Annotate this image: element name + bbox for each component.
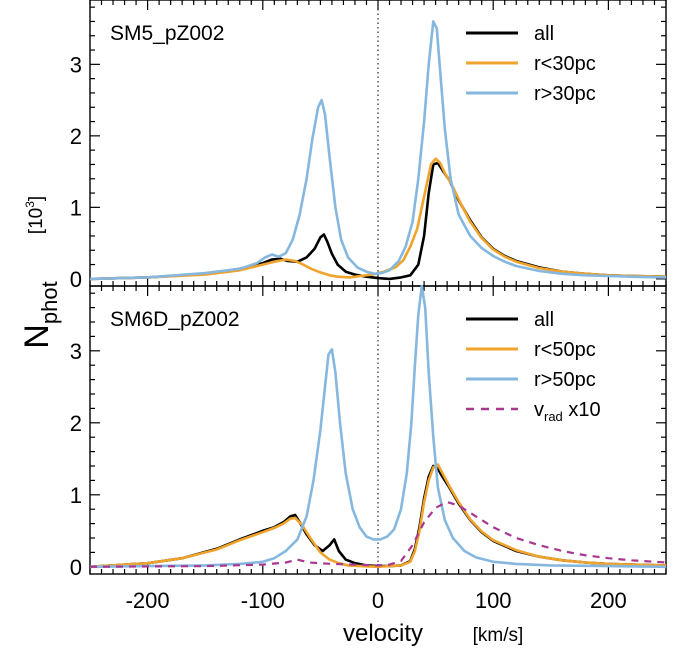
- bottom-panel: 0 1 2 3 -200 -100 0 100 200 SM6D_pZ002 all r<50pc r>…: [70, 284, 667, 613]
- x-axis-label: velocity [km/s]: [343, 620, 523, 647]
- x-tick-label: 100: [475, 588, 512, 613]
- panel-title: SM6D_pZ002: [110, 308, 240, 331]
- y-axis-label-main: Nphot: [18, 281, 62, 348]
- y-tick-label: 2: [70, 411, 82, 436]
- y-axis-label-sub: phot: [37, 281, 62, 324]
- y-axis-label-N: N: [18, 324, 56, 349]
- top-panel: 0 1 2 3 SM5_pZ002 all r<30pc r>30pc: [70, 0, 667, 292]
- y-tick-label: 0: [70, 267, 82, 292]
- series-line-1: [89, 157, 667, 281]
- x-axis-label-unit: [km/s]: [473, 625, 524, 646]
- legend-label: r<30pc: [534, 53, 596, 75]
- y-tick-label: 3: [70, 339, 82, 364]
- series-line-1: [89, 463, 667, 569]
- y-tick-label: 0: [70, 555, 82, 580]
- y-tick-label: 1: [70, 483, 82, 508]
- legend-label: r<50pc: [534, 339, 596, 361]
- y-axis-label: Nphot [103]: [18, 196, 62, 349]
- legend-label: vrad x10: [534, 399, 601, 424]
- y-tick-label: 1: [70, 195, 82, 220]
- x-tick-label: -100: [241, 588, 285, 613]
- y-tick-label: 2: [70, 124, 82, 149]
- legend-label: r>30pc: [534, 83, 596, 105]
- series-line-3: [89, 500, 667, 568]
- y-axis-unit-exp: 3: [23, 201, 37, 208]
- x-tick-label: 200: [590, 588, 627, 613]
- legend-label: r>50pc: [534, 369, 596, 391]
- y-tick-label: 3: [70, 52, 82, 77]
- y-axis-unit-close: ]: [26, 196, 47, 201]
- panel-title: SM5_pZ002: [110, 22, 224, 45]
- x-tick-label: -200: [126, 588, 170, 613]
- y-axis-unit-base: [10: [26, 208, 47, 234]
- x-tick-label: 0: [372, 588, 384, 613]
- legend-label: all: [534, 23, 554, 45]
- x-axis-label-text: velocity: [343, 620, 423, 647]
- y-axis-label-unit: [103]: [23, 196, 47, 234]
- series-line-2: [89, 284, 667, 569]
- series-line-2: [89, 20, 667, 281]
- legend-label: all: [534, 309, 554, 331]
